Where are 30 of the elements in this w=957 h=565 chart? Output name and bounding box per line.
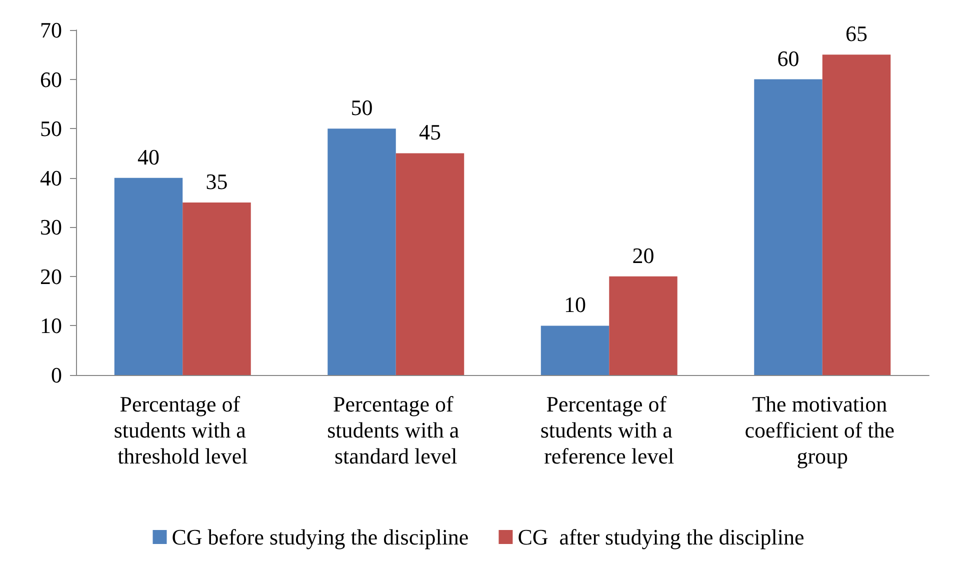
bar — [182, 202, 251, 375]
bar — [114, 178, 183, 375]
y-tick-label: 70 — [40, 18, 62, 42]
bar — [328, 128, 396, 375]
data-label: 50 — [350, 95, 373, 120]
x-tick-label: Percentage of students with a standard level — [327, 392, 465, 468]
y-tick-label: 40 — [40, 165, 62, 190]
data-label: 35 — [206, 169, 228, 194]
bar — [396, 153, 464, 375]
y-tick-label: 30 — [40, 214, 62, 240]
data-label: 40 — [138, 144, 160, 170]
y-tick-label: 10 — [40, 313, 62, 338]
data-label: 60 — [777, 46, 800, 71]
data-label: 20 — [632, 242, 654, 268]
y-tick-label: 50 — [40, 116, 62, 142]
data-label: 10 — [564, 292, 586, 318]
legend-label: CG after studying the discipline — [518, 524, 804, 550]
y-tick-label: 20 — [40, 264, 62, 289]
data-label: 65 — [845, 21, 868, 46]
data-label: 45 — [418, 120, 441, 145]
legend-label: CG before studying the discipline — [172, 524, 469, 550]
bar — [609, 276, 678, 375]
bar — [822, 54, 891, 375]
x-tick-label: Percentage of students with a reference level — [540, 392, 678, 468]
x-tick-label: The motivation coefficient of the group — [744, 392, 900, 468]
bar — [540, 326, 610, 375]
y-tick-label: 60 — [40, 66, 62, 92]
y-tick-label: 0 — [51, 362, 62, 388]
bar — [754, 79, 822, 375]
x-tick-label: Percentage of students with a threshold level — [114, 392, 252, 468]
